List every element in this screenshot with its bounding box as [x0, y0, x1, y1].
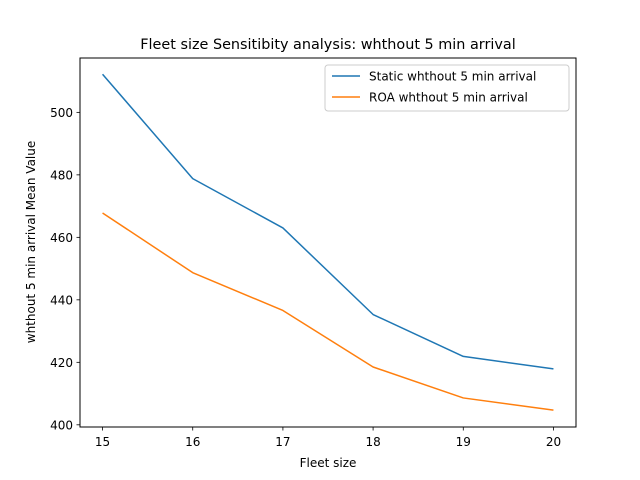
legend-label-roa: ROA whthout 5 min arrival	[369, 91, 528, 105]
x-tick-label: 15	[95, 435, 110, 449]
x-tick-label: 19	[456, 435, 471, 449]
y-tick-label: 460	[50, 231, 73, 245]
x-tick-label: 17	[275, 435, 290, 449]
x-tick-label: 20	[546, 435, 561, 449]
plot-area	[101, 73, 554, 411]
y-axis: 400 420 440 460 480 500	[50, 106, 80, 432]
axes-frame	[79, 57, 577, 428]
series-line-0	[101, 73, 554, 370]
y-tick-label: 480	[50, 168, 73, 182]
y-tick-label: 400	[50, 418, 73, 432]
y-axis-label: whthout 5 min arrival Mean Value	[24, 141, 38, 344]
x-tick-label: 16	[185, 435, 200, 449]
x-tick-label: 18	[365, 435, 380, 449]
y-tick-label: 420	[50, 356, 73, 370]
x-axis: 15 16 17 18 19 20	[95, 427, 561, 449]
y-tick-label: 500	[50, 106, 73, 120]
series-line-1	[102, 212, 554, 411]
legend: Static whthout 5 min arrival ROA whthout…	[324, 64, 570, 112]
x-axis-label: Fleet size	[300, 456, 357, 470]
y-tick-label: 440	[50, 293, 73, 307]
legend-label-static: Static whthout 5 min arrival	[369, 70, 536, 84]
chart-title: Fleet size Sensitibity analysis: whthout…	[140, 37, 515, 53]
legend-frame	[324, 64, 570, 112]
